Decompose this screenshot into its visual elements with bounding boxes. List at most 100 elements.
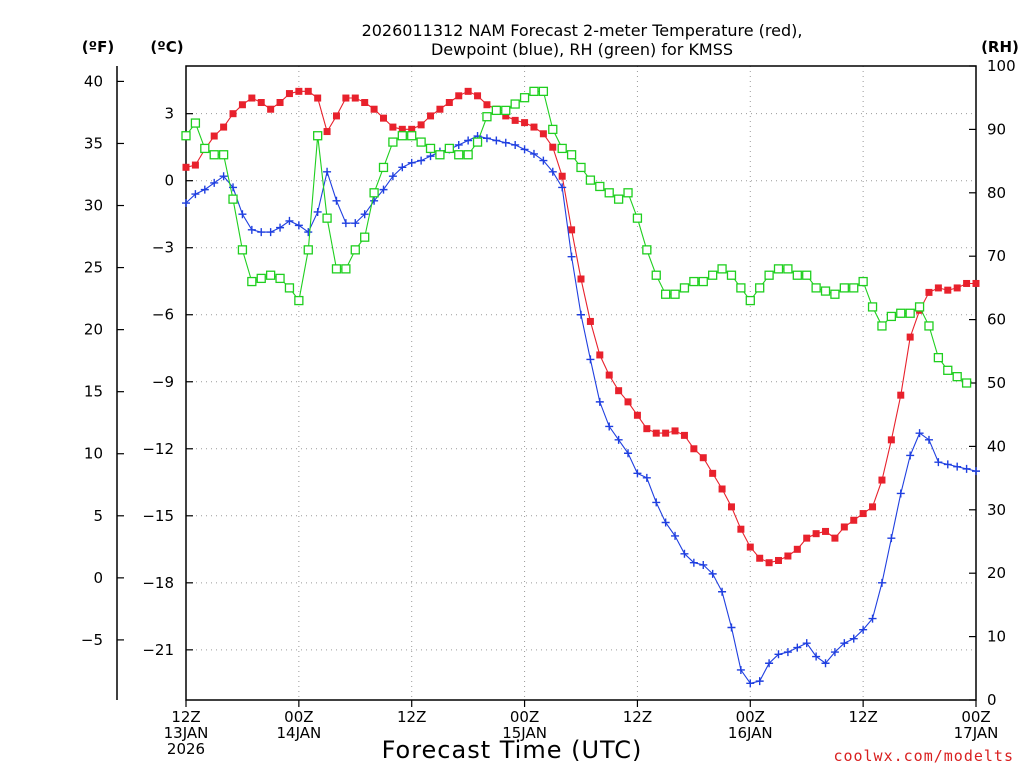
fahrenheit-tick-label: 35 (84, 134, 103, 152)
rh-tick-label: 50 (987, 374, 1006, 392)
data-point (765, 559, 773, 567)
data-point (698, 276, 708, 287)
data-point (924, 435, 933, 444)
data-point (370, 196, 379, 205)
data-point (699, 454, 707, 462)
data-point (397, 131, 407, 141)
data-point (933, 352, 944, 363)
data-point (360, 210, 369, 219)
data-point (737, 525, 745, 533)
data-point (181, 131, 191, 141)
data-point (614, 435, 623, 444)
data-point (689, 558, 698, 567)
data-point (595, 397, 604, 406)
rh-tick-label: 70 (987, 247, 1006, 265)
data-point (944, 286, 952, 294)
data-point (914, 302, 925, 312)
rh-tick-label: 20 (987, 564, 1006, 582)
data-point (953, 462, 962, 471)
celsius-tick-label: −3 (152, 239, 174, 257)
data-point (275, 273, 285, 284)
data-point (492, 136, 501, 145)
gridlines (186, 66, 976, 700)
data-point (351, 94, 359, 102)
rh-tick-label: 30 (987, 501, 1006, 519)
x-tick-label: 00Z (510, 708, 539, 726)
data-point (811, 283, 821, 293)
data-point (209, 150, 219, 160)
credit-text: coolwx.com/modelts (833, 747, 1014, 765)
data-point (266, 228, 275, 237)
data-point (952, 372, 962, 382)
data-point (350, 245, 360, 255)
data-point (670, 289, 680, 299)
data-point (237, 245, 248, 255)
data-point (869, 503, 877, 511)
data-point (699, 560, 708, 569)
data-point (896, 308, 906, 318)
celsius-tick-label: −21 (142, 641, 174, 659)
data-point (680, 549, 689, 558)
data-point (849, 634, 858, 643)
data-point (934, 284, 942, 292)
fahrenheit-unit-label: (ºF) (82, 38, 114, 56)
series-dewpoint (182, 132, 980, 688)
data-point (323, 167, 332, 176)
fahrenheit-tick-label: 20 (84, 321, 103, 339)
data-point (840, 523, 848, 531)
rh-tick-label: 80 (987, 184, 1006, 202)
data-point (586, 355, 595, 364)
data-point (689, 276, 699, 287)
data-point (812, 652, 821, 661)
data-point (238, 101, 246, 109)
data-point (398, 125, 406, 133)
data-point (257, 99, 265, 107)
data-point (830, 289, 840, 299)
data-point (483, 101, 491, 109)
data-point (464, 87, 472, 95)
data-point (200, 143, 210, 154)
data-point (427, 112, 435, 120)
data-point (831, 534, 839, 542)
data-point (351, 219, 360, 228)
data-point (218, 150, 229, 160)
data-point (822, 527, 830, 535)
data-point (850, 516, 858, 524)
x-tick-label: 15JAN (502, 724, 547, 742)
data-point (548, 124, 558, 135)
data-point (285, 216, 294, 225)
data-point (624, 398, 632, 406)
data-point (736, 665, 745, 674)
data-point (615, 387, 623, 395)
data-point (538, 86, 549, 97)
data-point (745, 295, 755, 306)
fahrenheit-tick-label: 30 (84, 197, 103, 215)
data-point (643, 425, 651, 433)
data-point (878, 476, 886, 484)
data-point (342, 94, 350, 102)
celsius-tick-label: 3 (164, 105, 174, 123)
data-point (793, 545, 801, 553)
data-point (200, 185, 209, 194)
data-point (718, 485, 726, 493)
data-point (783, 264, 793, 274)
data-point (276, 223, 285, 232)
data-point (812, 530, 820, 538)
data-point (210, 132, 218, 140)
data-point (417, 121, 425, 129)
x-tick-label: 12Z (397, 708, 426, 726)
data-point (595, 181, 605, 192)
data-point (924, 321, 934, 331)
data-point (906, 451, 915, 460)
data-point (802, 270, 812, 280)
data-point (313, 131, 323, 141)
data-point (294, 295, 304, 306)
data-point (219, 172, 228, 181)
data-point (671, 531, 680, 540)
data-point (755, 677, 764, 686)
data-point (295, 87, 303, 95)
data-point (454, 150, 464, 160)
data-point (549, 143, 557, 151)
data-point (388, 172, 397, 181)
data-point (652, 429, 660, 437)
